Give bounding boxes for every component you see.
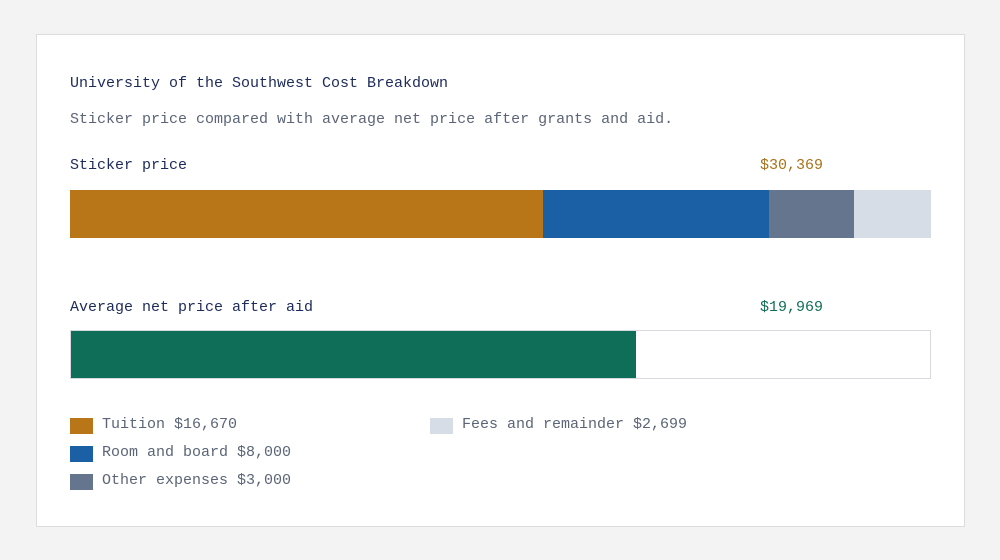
- legend-text: Fees and remainder $2,699: [462, 416, 687, 433]
- net-total: $19,969: [760, 299, 824, 316]
- legend-value: $2,699: [633, 416, 688, 433]
- legend-value: $16,670: [174, 416, 238, 433]
- legend-swatch: [70, 418, 93, 434]
- legend-name: Tuition: [102, 416, 166, 433]
- sticker-segment: [70, 190, 543, 238]
- sticker-segment: [542, 190, 770, 238]
- legend-text: Other expenses $3,000: [102, 472, 291, 489]
- sticker-label: Sticker price: [70, 157, 188, 174]
- sticker-segment: [854, 190, 931, 238]
- net-bar: [71, 331, 637, 378]
- legend-text: Tuition $16,670: [102, 416, 237, 433]
- legend-name: Other expenses: [102, 472, 229, 489]
- legend-swatch: [70, 474, 93, 490]
- card: University of the Southwest Cost Breakdo…: [36, 34, 965, 527]
- legend-value: $8,000: [237, 444, 292, 461]
- title: University of the Southwest Cost Breakdo…: [70, 75, 449, 92]
- legend-name: Fees and remainder: [462, 416, 625, 433]
- net-label: Average net price after aid: [70, 299, 314, 316]
- legend-swatch: [70, 446, 93, 462]
- subtitle: Sticker price compared with average net …: [70, 111, 674, 128]
- legend-swatch: [430, 418, 453, 434]
- legend-text: Room and board $8,000: [102, 444, 291, 461]
- sticker-segment: [769, 190, 855, 238]
- legend-value: $3,000: [237, 472, 292, 489]
- sticker-total: $30,369: [760, 157, 824, 174]
- legend-name: Room and board: [102, 444, 229, 461]
